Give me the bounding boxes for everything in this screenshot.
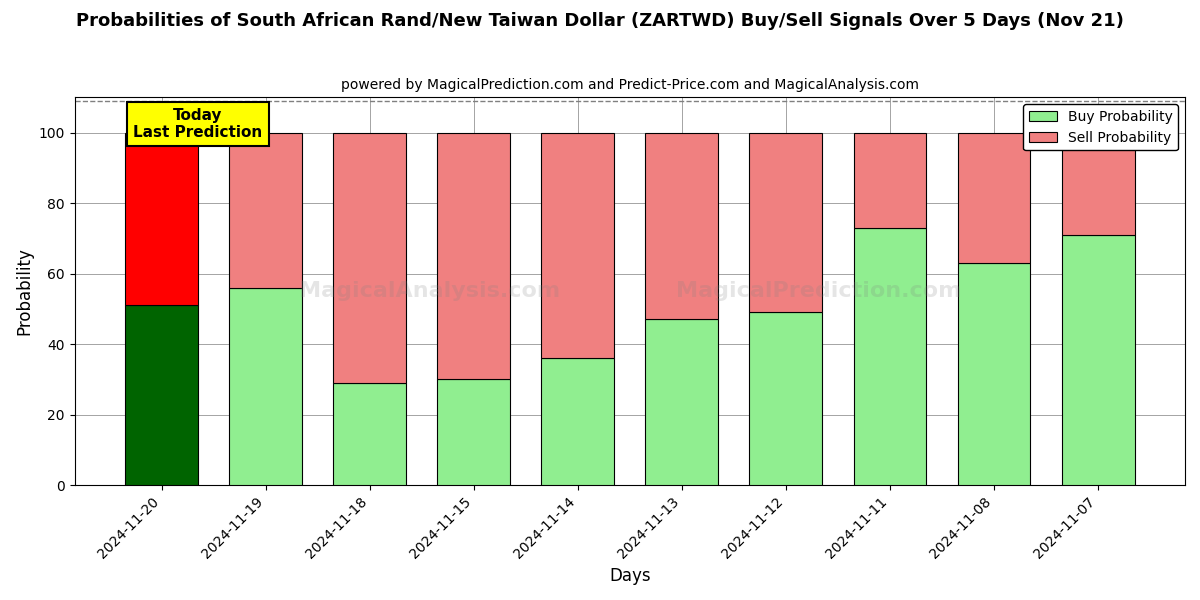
Legend: Buy Probability, Sell Probability: Buy Probability, Sell Probability xyxy=(1024,104,1178,151)
Bar xyxy=(958,263,1031,485)
Bar xyxy=(750,133,822,313)
Bar xyxy=(853,228,926,485)
Bar xyxy=(1062,235,1134,485)
Bar xyxy=(437,133,510,379)
Bar xyxy=(229,133,302,287)
Bar xyxy=(125,305,198,485)
Text: MagicalPrediction.com: MagicalPrediction.com xyxy=(676,281,961,301)
Bar xyxy=(646,319,719,485)
Text: MagicalAnalysis.com: MagicalAnalysis.com xyxy=(300,281,560,301)
Bar xyxy=(1062,133,1134,235)
Bar xyxy=(437,379,510,485)
Bar xyxy=(334,383,406,485)
Bar xyxy=(334,133,406,383)
Bar xyxy=(750,313,822,485)
Text: Today
Last Prediction: Today Last Prediction xyxy=(133,108,263,140)
Bar xyxy=(646,133,719,319)
Bar xyxy=(958,133,1031,263)
X-axis label: Days: Days xyxy=(610,567,650,585)
Title: powered by MagicalPrediction.com and Predict-Price.com and MagicalAnalysis.com: powered by MagicalPrediction.com and Pre… xyxy=(341,78,919,92)
Y-axis label: Probability: Probability xyxy=(16,247,34,335)
Bar xyxy=(541,358,614,485)
Bar xyxy=(541,133,614,358)
Bar xyxy=(125,133,198,305)
Text: Probabilities of South African Rand/New Taiwan Dollar (ZARTWD) Buy/Sell Signals : Probabilities of South African Rand/New … xyxy=(76,12,1124,30)
Bar xyxy=(853,133,926,228)
Bar xyxy=(229,287,302,485)
